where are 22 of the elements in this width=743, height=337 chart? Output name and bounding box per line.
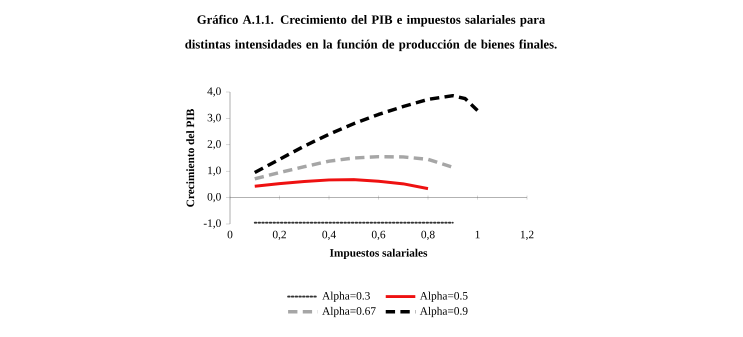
x-axis-title: Impuestos salariales (330, 248, 428, 259)
chart-title: Gráfico A.1.1. Crecimiento del PIB e impuestos salariales para distintas intensidades en la función de producción de bienes finales. (185, 14, 557, 52)
legend-label: Alpha=0.3 (322, 292, 370, 302)
line-series (253, 178, 430, 190)
y-tick-label: -1,0 (204, 219, 221, 229)
legend-label: Alpha=0.5 (420, 292, 468, 302)
x-tick-label: 0,8 (421, 230, 435, 240)
y-tick-label: 1,0 (208, 166, 221, 176)
x-tick-label: 1 (476, 230, 480, 238)
x-tick-label: 0 (228, 230, 232, 238)
line-series (253, 154, 454, 181)
y-tick-label: 0,0 (208, 192, 221, 202)
y-tick-label: 3,0 (208, 114, 221, 124)
x-tick-label: 0,6 (372, 230, 386, 240)
y-tick-label: 4,0 (207, 87, 221, 97)
y-tick-label: 2,0 (208, 140, 221, 150)
x-tick-label: 0,2 (272, 230, 286, 240)
x-tick-label: 0,4 (322, 230, 336, 240)
x-tick-label: 1,2 (520, 230, 534, 240)
y-axis-title: Crecimiento del PIB (186, 109, 194, 207)
legend-label: Alpha=0.9 (420, 306, 468, 318)
legend-label: Alpha=0.67 (322, 306, 376, 318)
